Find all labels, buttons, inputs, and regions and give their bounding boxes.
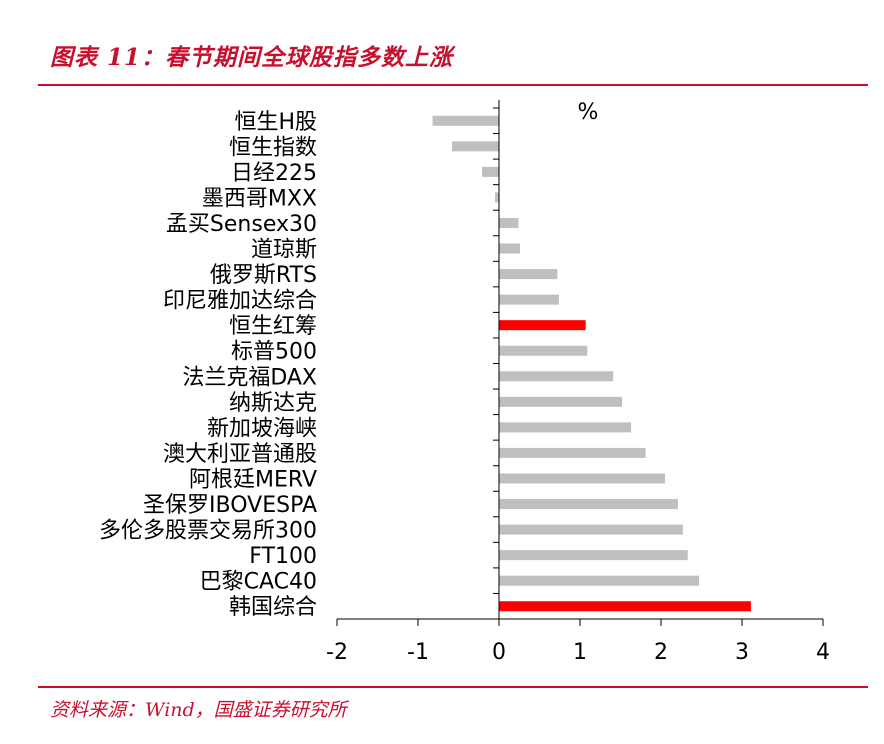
x-tick-label: -2 — [326, 640, 348, 665]
category-label: 道琼斯 — [251, 238, 317, 263]
bar-default — [499, 575, 700, 586]
x-tick-label: 2 — [654, 640, 668, 665]
category-label: 圣保罗IBOVESPA — [143, 493, 317, 518]
source-note: 资料来源：Wind，国盛证券研究所 — [50, 699, 347, 721]
bar-default — [499, 422, 632, 433]
bar-default — [499, 524, 683, 535]
category-label: 多伦多股票交易所300 — [99, 519, 317, 544]
bar-default — [499, 499, 679, 510]
category-label: 法兰克福DAX — [182, 365, 317, 390]
category-label: 日经225 — [231, 161, 317, 186]
category-label: 标普500 — [231, 340, 317, 365]
category-label: 新加坡海峡 — [207, 416, 317, 441]
bar-default — [499, 217, 519, 228]
bar-default — [499, 473, 666, 484]
bar-default — [432, 115, 499, 126]
category-label: 澳大利亚普通股 — [163, 442, 317, 467]
bar-default — [499, 396, 623, 407]
bar-default — [499, 345, 588, 356]
x-tick-label: 0 — [492, 640, 506, 665]
labels-group: 恒生H股恒生指数日经225墨西哥MXX孟买Sensex30道琼斯俄罗斯RTS印尼… — [99, 100, 830, 665]
category-label: 墨西哥MXX — [202, 186, 317, 211]
category-label: 巴黎CAC40 — [200, 570, 317, 595]
x-tick-label: 1 — [573, 640, 587, 665]
bar-highlight — [499, 601, 751, 612]
category-label: 恒生H股 — [234, 110, 317, 135]
bar-highlight — [499, 320, 586, 331]
bar-default — [481, 166, 499, 177]
bar-default — [494, 192, 499, 203]
category-label: FT100 — [249, 544, 317, 569]
category-label: 韩国综合 — [229, 595, 317, 620]
unit-label: % — [578, 100, 599, 125]
figure-title: 图表 11：春节期间全球股指多数上涨 — [50, 44, 454, 71]
bar-default — [499, 550, 688, 561]
category-label: 孟买Sensex30 — [166, 212, 317, 237]
bar-default — [499, 294, 559, 305]
title-divider — [38, 84, 868, 86]
bars-group — [432, 115, 751, 612]
category-label: 恒生指数 — [229, 135, 317, 160]
category-label: 俄罗斯RTS — [210, 263, 317, 288]
category-label: 印尼雅加达综合 — [163, 289, 317, 314]
bar-default — [499, 243, 521, 254]
axes-group — [336, 100, 824, 626]
x-tick-label: 3 — [735, 640, 749, 665]
source-divider — [38, 686, 868, 688]
x-tick-label: -1 — [407, 640, 429, 665]
bar-default — [452, 141, 499, 152]
bar-default — [499, 269, 558, 280]
category-label: 纳斯达克 — [229, 391, 317, 416]
category-label: 恒生红筹 — [229, 314, 317, 339]
category-label: 阿根廷MERV — [189, 467, 317, 492]
bar-default — [499, 371, 614, 382]
x-tick-label: 4 — [816, 640, 830, 665]
bar-default — [499, 447, 646, 458]
